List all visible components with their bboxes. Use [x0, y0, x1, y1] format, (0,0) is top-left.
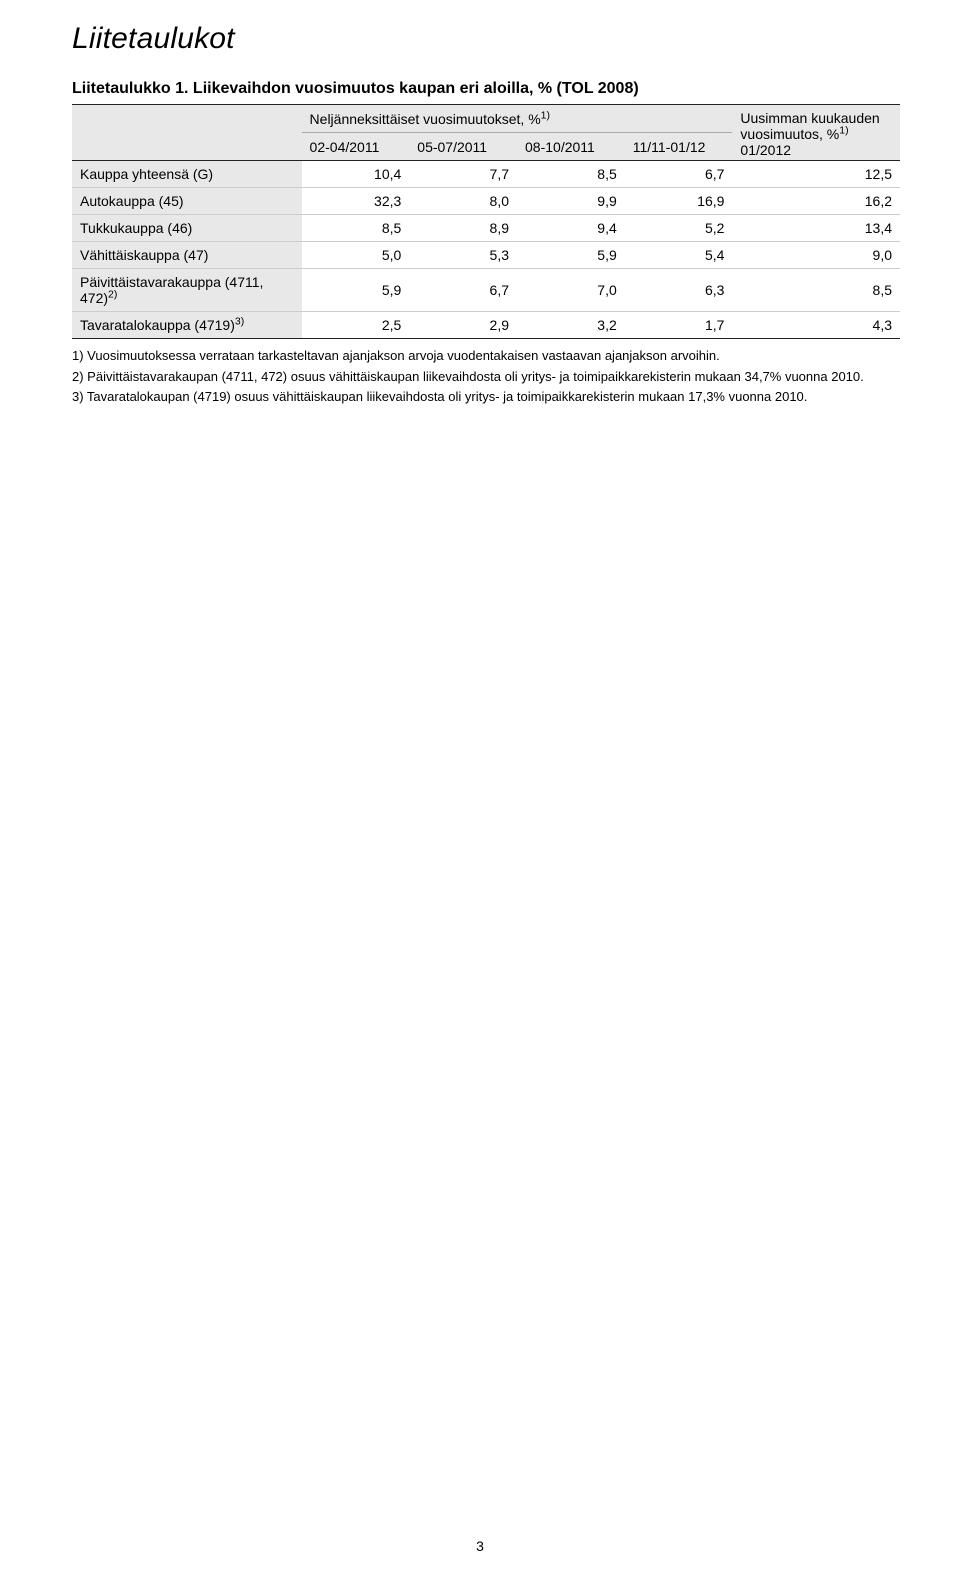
cell-value: 9,0 [732, 242, 900, 269]
footnote-2: 2) Päivittäistavarakaupan (4711, 472) os… [90, 368, 900, 386]
cell-value: 8,5 [517, 161, 625, 188]
header-group-latest: Uusimman kuukauden vuosimuutos, %1) 01/2… [732, 105, 900, 161]
cell-value: 5,9 [302, 269, 410, 312]
row-label: Päivittäistavarakauppa (4711, 472)2) [72, 269, 302, 312]
table-row: Tavaratalokauppa (4719)3)2,52,93,21,74,3 [72, 312, 900, 339]
cell-value: 5,4 [625, 242, 733, 269]
header-col-3: 11/11-01/12 [625, 133, 733, 161]
footnotes: 1) Vuosimuutoksessa verrataan tarkastelt… [72, 347, 900, 406]
row-label-sup: 2) [108, 288, 117, 300]
cell-value: 5,2 [625, 215, 733, 242]
header-empty [72, 105, 302, 161]
table-row: Päivittäistavarakauppa (4711, 472)2)5,96… [72, 269, 900, 312]
page-number: 3 [0, 1538, 960, 1554]
cell-value: 6,7 [625, 161, 733, 188]
cell-value: 16,2 [732, 188, 900, 215]
header-col-1: 05-07/2011 [409, 133, 517, 161]
header-col-2: 08-10/2011 [517, 133, 625, 161]
cell-value: 8,5 [732, 269, 900, 312]
cell-value: 16,9 [625, 188, 733, 215]
page: Liitetaulukot Liitetaulukko 1. Liikevaih… [0, 0, 960, 1572]
header-group-quarterly-sup: 1) [541, 109, 550, 121]
cell-value: 8,0 [409, 188, 517, 215]
table-row: Autokauppa (45)32,38,09,916,916,2 [72, 188, 900, 215]
data-table: Neljänneksittäiset vuosimuutokset, %1) U… [72, 104, 900, 339]
header-col-4: 01/2012 [740, 142, 791, 158]
row-label: Tukkukauppa (46) [72, 215, 302, 242]
cell-value: 5,3 [409, 242, 517, 269]
cell-value: 32,3 [302, 188, 410, 215]
header-group-quarterly-label: Neljänneksittäiset vuosimuutokset, % [310, 111, 541, 127]
cell-value: 6,7 [409, 269, 517, 312]
cell-value: 8,9 [409, 215, 517, 242]
cell-value: 5,0 [302, 242, 410, 269]
header-group-quarterly: Neljänneksittäiset vuosimuutokset, %1) [302, 105, 733, 133]
table-row: Vähittäiskauppa (47)5,05,35,95,49,0 [72, 242, 900, 269]
row-label: Vähittäiskauppa (47) [72, 242, 302, 269]
cell-value: 5,9 [517, 242, 625, 269]
cell-value: 3,2 [517, 312, 625, 339]
table-title: Liitetaulukko 1. Liikevaihdon vuosimuuto… [72, 80, 900, 98]
cell-value: 4,3 [732, 312, 900, 339]
row-label-sup: 3) [235, 315, 244, 327]
cell-value: 9,9 [517, 188, 625, 215]
header-group-latest-line2: vuosimuutos, % [740, 126, 839, 142]
cell-value: 2,5 [302, 312, 410, 339]
header-group-latest-sup: 1) [839, 124, 848, 136]
table-row: Tukkukauppa (46)8,58,99,45,213,4 [72, 215, 900, 242]
header-group-latest-line1: Uusimman kuukauden [740, 110, 879, 126]
footnote-1: 1) Vuosimuutoksessa verrataan tarkastelt… [90, 347, 900, 365]
row-label: Autokauppa (45) [72, 188, 302, 215]
cell-value: 8,5 [302, 215, 410, 242]
cell-value: 10,4 [302, 161, 410, 188]
cell-value: 1,7 [625, 312, 733, 339]
cell-value: 13,4 [732, 215, 900, 242]
cell-value: 7,7 [409, 161, 517, 188]
section-heading: Liitetaulukot [72, 22, 900, 56]
table-body: Kauppa yhteensä (G)10,47,78,56,712,5Auto… [72, 161, 900, 339]
table-row: Kauppa yhteensä (G)10,47,78,56,712,5 [72, 161, 900, 188]
footnote-3: 3) Tavaratalokaupan (4719) osuus vähittä… [90, 388, 900, 406]
row-label: Kauppa yhteensä (G) [72, 161, 302, 188]
cell-value: 9,4 [517, 215, 625, 242]
cell-value: 12,5 [732, 161, 900, 188]
cell-value: 7,0 [517, 269, 625, 312]
cell-value: 2,9 [409, 312, 517, 339]
header-col-0: 02-04/2011 [302, 133, 410, 161]
cell-value: 6,3 [625, 269, 733, 312]
row-label: Tavaratalokauppa (4719)3) [72, 312, 302, 339]
